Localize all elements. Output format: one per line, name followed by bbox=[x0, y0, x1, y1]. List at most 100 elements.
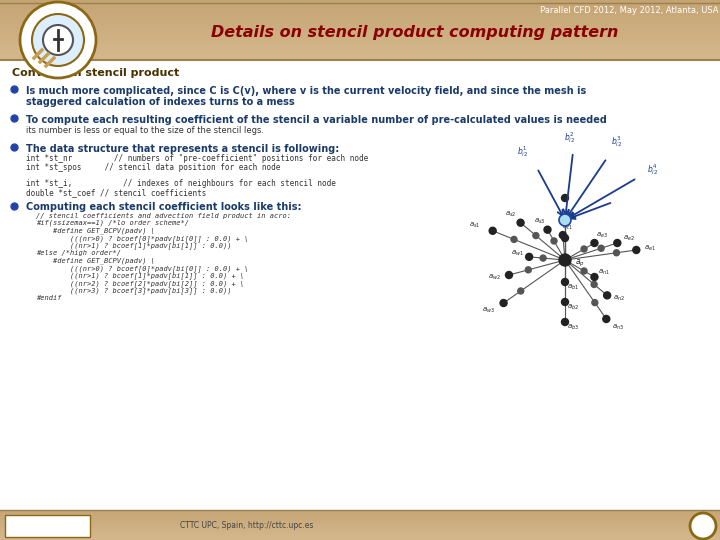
Circle shape bbox=[505, 272, 513, 279]
Circle shape bbox=[598, 245, 604, 251]
Bar bbox=[0, 531, 720, 532]
Bar bbox=[0, 513, 720, 514]
Bar bbox=[0, 40, 720, 41]
Circle shape bbox=[517, 219, 524, 226]
Circle shape bbox=[591, 273, 598, 280]
Text: int *st_nr         // numbers of "pre-coefficient" positions for each node: int *st_nr // numbers of "pre-coefficien… bbox=[26, 154, 368, 163]
Bar bbox=[0, 42, 720, 43]
Bar bbox=[0, 539, 720, 540]
Bar bbox=[0, 509, 720, 510]
Circle shape bbox=[581, 268, 587, 274]
Text: $b^3_{i2}$: $b^3_{i2}$ bbox=[611, 134, 623, 150]
Bar bbox=[0, 536, 720, 537]
Bar bbox=[0, 527, 720, 528]
Text: $a_{s1}$: $a_{s1}$ bbox=[469, 221, 480, 231]
Bar bbox=[0, 530, 720, 531]
Text: double *st_coef // stencil coefficients: double *st_coef // stencil coefficients bbox=[26, 188, 207, 197]
Text: $a_{s3}$: $a_{s3}$ bbox=[534, 217, 545, 226]
Text: $a_{b2}$: $a_{b2}$ bbox=[567, 302, 579, 312]
Bar bbox=[0, 32, 720, 33]
Circle shape bbox=[32, 14, 84, 66]
Bar bbox=[0, 5, 720, 6]
Bar bbox=[0, 529, 720, 530]
Bar bbox=[0, 20, 720, 21]
Bar bbox=[0, 50, 720, 51]
Circle shape bbox=[603, 292, 611, 299]
Text: Computing each stencil coefficient looks like this:: Computing each stencil coefficient looks… bbox=[26, 202, 302, 213]
Bar bbox=[0, 33, 720, 34]
Bar bbox=[0, 516, 720, 517]
Bar bbox=[0, 28, 720, 29]
Text: $b^2_{i2}$: $b^2_{i2}$ bbox=[564, 131, 575, 145]
Text: #define GET_BCPV(padv) \: #define GET_BCPV(padv) \ bbox=[36, 258, 155, 264]
Bar bbox=[0, 512, 720, 513]
Bar bbox=[0, 41, 720, 42]
Text: (((nr>0) ? bcoef[0]*padv[bi[0]] : 0.0) + \: (((nr>0) ? bcoef[0]*padv[bi[0]] : 0.0) +… bbox=[36, 235, 248, 242]
Bar bbox=[0, 511, 720, 512]
Text: its number is less or equal to the size of the stencil legs.: its number is less or equal to the size … bbox=[26, 126, 264, 135]
Bar bbox=[0, 4, 720, 5]
Text: $a_p$: $a_p$ bbox=[575, 258, 585, 268]
Text: int *st_spos     // stencil data position for each node: int *st_spos // stencil data position fo… bbox=[26, 163, 280, 172]
Text: $b^4_{i2}$: $b^4_{i2}$ bbox=[647, 163, 659, 178]
Bar bbox=[0, 518, 720, 519]
Bar bbox=[0, 11, 720, 12]
Text: $a_{n3}$: $a_{n3}$ bbox=[612, 322, 624, 332]
Bar bbox=[0, 9, 720, 10]
Bar bbox=[0, 26, 720, 27]
Circle shape bbox=[562, 194, 569, 201]
Bar bbox=[0, 522, 720, 523]
Bar bbox=[0, 39, 720, 40]
Bar bbox=[0, 12, 720, 13]
Circle shape bbox=[544, 226, 551, 233]
Bar bbox=[0, 528, 720, 529]
Bar bbox=[0, 17, 720, 18]
Text: $a_{b3}$: $a_{b3}$ bbox=[567, 322, 579, 332]
Circle shape bbox=[500, 300, 507, 307]
Bar bbox=[0, 10, 720, 11]
Circle shape bbox=[562, 214, 569, 221]
Bar bbox=[0, 524, 720, 525]
Bar bbox=[0, 25, 720, 26]
Circle shape bbox=[559, 254, 571, 266]
Bar bbox=[0, 521, 720, 522]
Bar bbox=[0, 23, 720, 24]
Bar bbox=[0, 13, 720, 14]
Circle shape bbox=[633, 246, 640, 253]
Text: ((nr>3) ? bcoef[3]*padv[bi[3]] : 0.0)): ((nr>3) ? bcoef[3]*padv[bi[3]] : 0.0)) bbox=[36, 287, 232, 294]
Bar bbox=[0, 47, 720, 48]
Circle shape bbox=[613, 250, 619, 256]
Text: $a_{w1}$: $a_{w1}$ bbox=[510, 249, 523, 259]
Text: $b^1_{i2}$: $b^1_{i2}$ bbox=[518, 145, 528, 159]
Bar bbox=[0, 59, 720, 60]
Circle shape bbox=[614, 240, 621, 246]
Bar bbox=[0, 58, 720, 59]
Bar bbox=[0, 51, 720, 52]
Text: $a_{n1}$: $a_{n1}$ bbox=[598, 267, 611, 276]
Bar bbox=[0, 22, 720, 23]
Bar bbox=[0, 38, 720, 39]
Bar bbox=[0, 15, 720, 16]
Bar bbox=[0, 508, 720, 509]
Bar bbox=[0, 30, 720, 31]
Text: $a_{n2}$: $a_{n2}$ bbox=[613, 294, 625, 303]
Bar bbox=[0, 517, 720, 518]
Bar bbox=[0, 48, 720, 49]
Text: 13: 13 bbox=[694, 519, 711, 532]
Bar bbox=[0, 55, 720, 56]
Text: int *st_i,           // indexes of neighbours for each stencil node: int *st_i, // indexes of neighbours for … bbox=[26, 179, 336, 188]
Text: (((nr>0) ? bcoef[0]*padv[bi[0]] : 0.0) + \: (((nr>0) ? bcoef[0]*padv[bi[0]] : 0.0) +… bbox=[36, 265, 248, 272]
Bar bbox=[0, 57, 720, 58]
Circle shape bbox=[526, 267, 531, 273]
Bar bbox=[0, 514, 720, 515]
Bar bbox=[0, 24, 720, 25]
Circle shape bbox=[559, 232, 567, 239]
Bar bbox=[0, 31, 720, 32]
Text: Convection stencil product: Convection stencil product bbox=[12, 68, 179, 78]
Bar bbox=[0, 6, 720, 7]
Bar bbox=[0, 27, 720, 28]
Text: ((nr>1) ? bcoef[1]*padv[bi[1]] : 0.0)): ((nr>1) ? bcoef[1]*padv[bi[1]] : 0.0)) bbox=[36, 242, 232, 249]
Bar bbox=[0, 35, 720, 36]
Bar bbox=[0, 3, 720, 4]
Text: The data structure that represents a stencil is following:: The data structure that represents a ste… bbox=[26, 144, 339, 154]
